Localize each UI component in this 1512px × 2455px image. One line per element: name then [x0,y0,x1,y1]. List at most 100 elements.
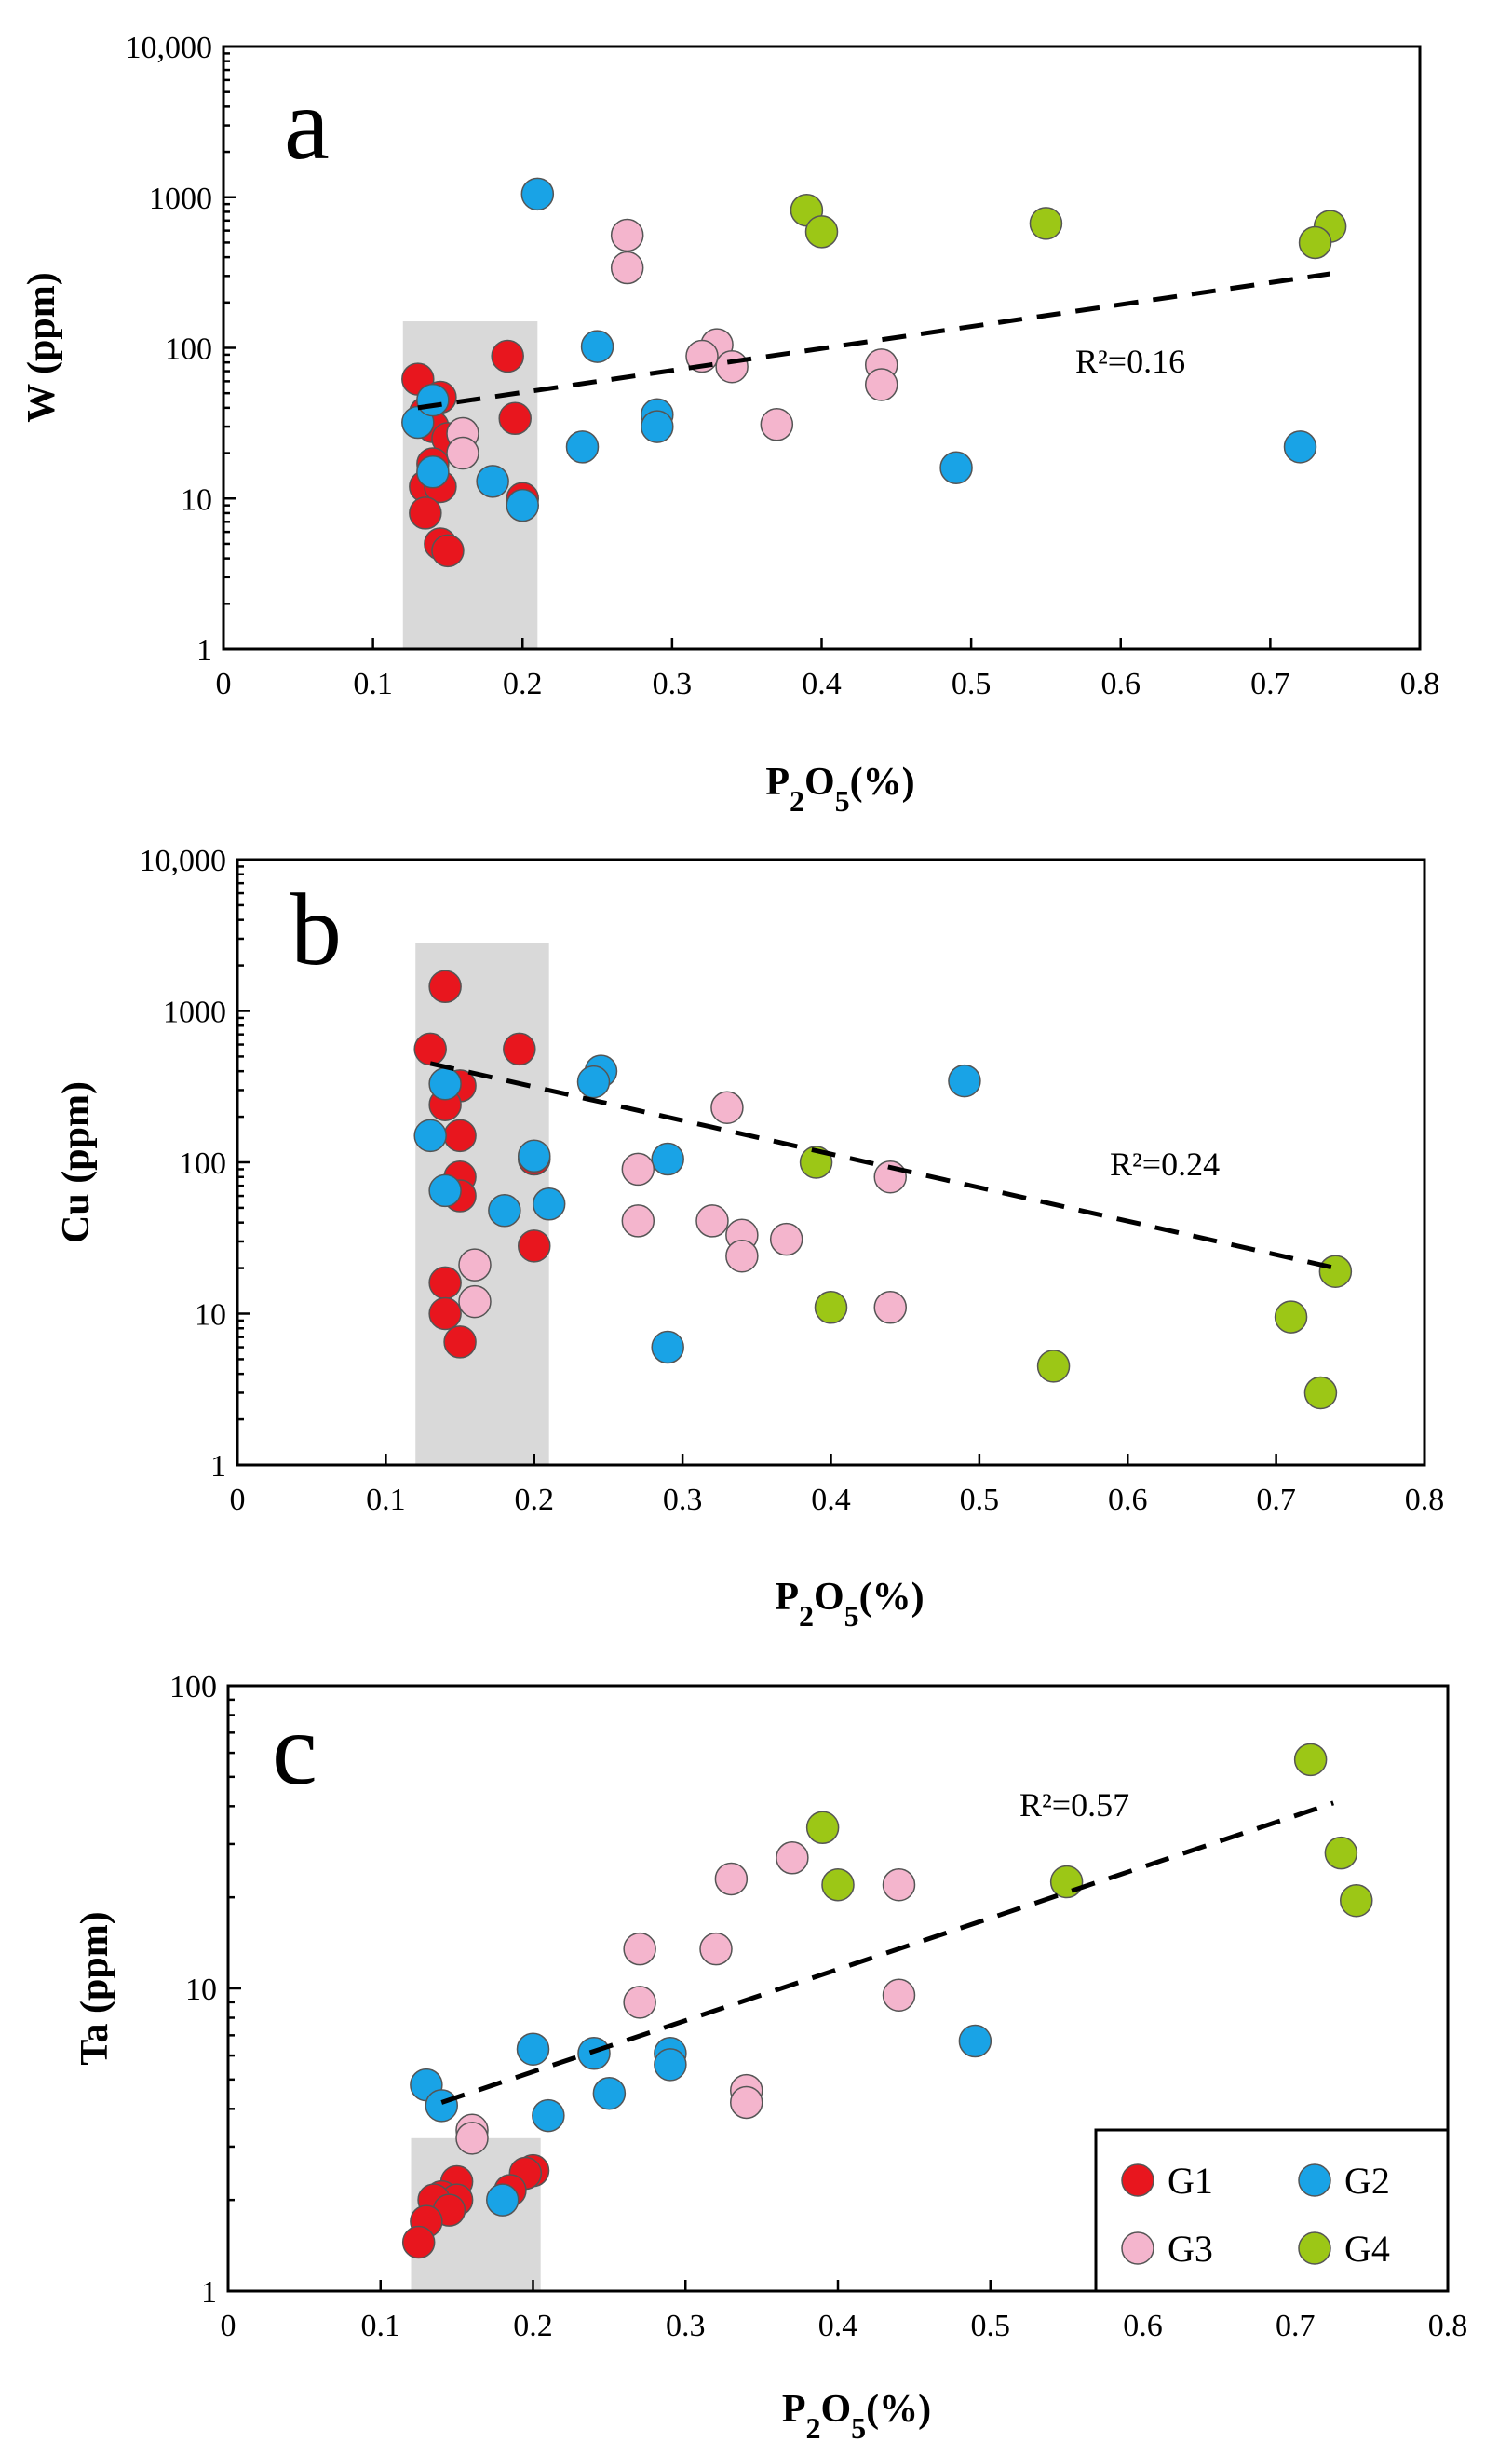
x-axis-label: P2O5(%) [782,2388,931,2445]
point-G3 [458,1248,492,1282]
point-G1 [431,534,465,568]
point-G4 [1303,1376,1338,1410]
panel-c: 0 0.1 0.2 0.3 0.4 0.5 0.6 0.7 0.8 1 10 100 Ta (ppm) P… [74,1670,1467,2445]
point-G2 [580,330,614,363]
legend-marker-G1 [1121,2163,1154,2197]
y-tick-label: 100 [165,332,212,367]
legend-label-G4: G4 [1344,2228,1390,2270]
point-G2 [476,465,509,498]
point-G2 [520,177,555,211]
point-G2 [654,2048,687,2082]
highlight-region [415,943,549,1465]
point-G1 [503,1032,536,1066]
x-tick-label: 0 [216,667,232,701]
x-tick-label: 0.8 [1405,1483,1445,1517]
legend-marker-G3 [1121,2231,1154,2265]
x-tick-label: 0 [221,2309,236,2343]
y-tick-label: 10,000 [126,31,213,65]
point-G2 [565,430,600,464]
point-G2 [651,1330,684,1364]
series-G3 [458,1091,907,1324]
x-tick-label: 0.4 [818,2309,858,2343]
x-tick-label: 0.6 [1101,667,1141,701]
point-G1 [518,1229,551,1263]
point-G2 [428,1173,462,1208]
point-G3 [882,1867,916,1902]
point-G2 [416,383,450,417]
point-G3 [695,1204,729,1238]
x-tick-label: 0.6 [1123,2309,1163,2343]
series-G3 [446,218,898,470]
series-G4 [799,1146,1353,1410]
x-tick-label: 0.1 [361,2309,401,2343]
point-G3 [610,251,644,285]
x-tick-label: 0.1 [366,1483,406,1517]
point-G2 [416,455,450,489]
x-tick-label: 0.8 [1400,667,1440,701]
point-G3 [455,2122,489,2155]
legend-label-G1: G1 [1168,2160,1213,2202]
point-G1 [491,339,524,373]
point-G3 [446,436,479,470]
plot-frame [236,858,1426,1467]
x-tick-label: 0.2 [503,667,543,701]
x-tick-label: 0.7 [1256,1483,1296,1517]
y-tick-label: 1 [201,2275,217,2310]
point-G3 [699,1932,733,1966]
legend-box [1094,2128,1450,2293]
point-G3 [610,218,644,252]
x-tick-label: 0.3 [653,667,693,701]
point-G3 [623,1986,656,2019]
x-tick-label: 0.8 [1428,2309,1468,2343]
series-G2 [413,1054,981,1364]
r-squared-label: R²=0.16 [1075,343,1185,380]
point-G3 [623,1932,656,1966]
x-tick-label: 0.3 [666,2309,706,2343]
x-tick-label: 0.5 [971,2309,1011,2343]
series-G4 [790,193,1347,260]
panel-letter-c: c [272,1692,317,1806]
point-G3 [760,408,794,441]
point-G2 [958,2024,992,2058]
point-G1 [443,1119,477,1153]
legend-label-G3: G3 [1168,2228,1213,2270]
series-G2 [410,2024,992,2217]
plot-frame [226,1684,1450,2293]
point-G1 [401,2225,436,2259]
point-G4 [805,1811,840,1845]
point-G4 [814,1291,848,1324]
point-G2 [948,1064,981,1098]
y-axis-label: W (ppm) [20,272,63,422]
point-G2 [413,1119,447,1153]
panel-b: 0 0.1 0.2 0.3 0.4 0.5 0.6 0.7 0.8 1 10 100 1000 10,00… [55,844,1444,1633]
panel-letter-b: b [290,873,342,986]
point-G3 [714,1862,749,1896]
point-G2 [641,410,674,443]
r-squared-label: R²=0.24 [1110,1146,1220,1183]
point-G4 [1318,1255,1353,1288]
point-G4 [1274,1300,1308,1334]
point-G4 [1293,1743,1328,1777]
point-G2 [532,1187,566,1221]
point-G2 [425,2089,458,2123]
point-G4 [1340,1883,1373,1918]
point-G2 [516,2032,550,2066]
point-G3 [621,1152,655,1187]
r-squared-label: R²=0.57 [1019,1786,1129,1824]
point-G3 [725,1239,759,1273]
point-G2 [651,1142,684,1176]
y-axis-label: Cu (ppm) [55,1081,98,1243]
series-G3 [455,1841,916,2155]
point-G1 [409,496,442,530]
legend-marker-G4 [1298,2231,1331,2265]
point-G4 [1324,1836,1358,1870]
y-tick-label: 10 [195,1298,226,1333]
point-G2 [506,488,539,522]
point-G1 [498,401,532,436]
x-tick-label: 0.5 [960,1483,1000,1517]
point-G4 [804,215,839,249]
x-tick-label: 0.7 [1276,2309,1316,2343]
point-G1 [413,1032,447,1066]
legend-label-G2: G2 [1344,2160,1390,2202]
